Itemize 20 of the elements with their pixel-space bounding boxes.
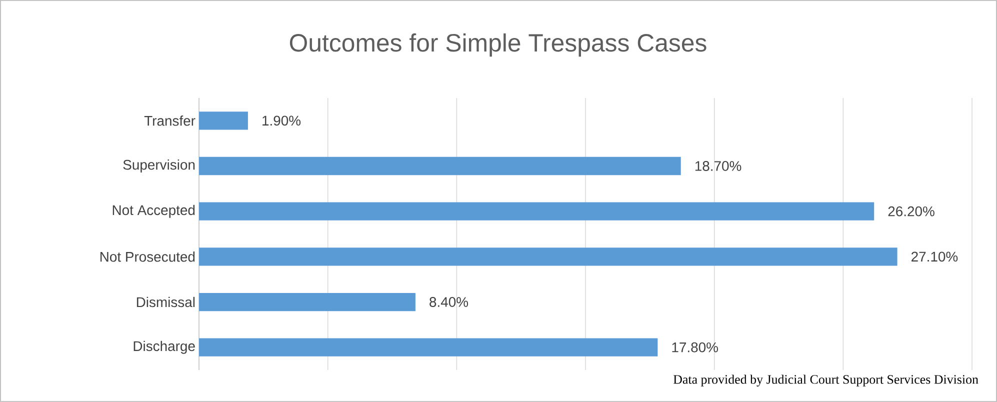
data-label: 17.80% [672, 342, 718, 352]
data-label: 1.90% [262, 116, 301, 126]
chart-title: Outcomes for Simple Trespass Cases [290, 33, 706, 57]
data-label: 18.70% [695, 161, 742, 171]
bar [199, 112, 248, 130]
y-tick-label: Not Accepted [112, 204, 195, 218]
y-tick-label: Transfer [144, 116, 196, 126]
y-tick-label: Not Prosecuted [100, 252, 195, 262]
data-label: 27.10% [912, 252, 958, 262]
text: Data provided by Judicial Court Support Services Division [673, 374, 978, 386]
bar [199, 202, 874, 220]
bar [199, 248, 898, 266]
data-label: 26.20% [888, 206, 934, 216]
bar [199, 338, 658, 356]
y-tick-label: Dismissal [136, 296, 195, 308]
y-tick-label: Discharge [134, 340, 195, 354]
bar [199, 292, 416, 312]
data-label: 8.40% [430, 297, 468, 307]
bar [199, 156, 681, 176]
y-tick-label: Supervision [123, 160, 195, 172]
